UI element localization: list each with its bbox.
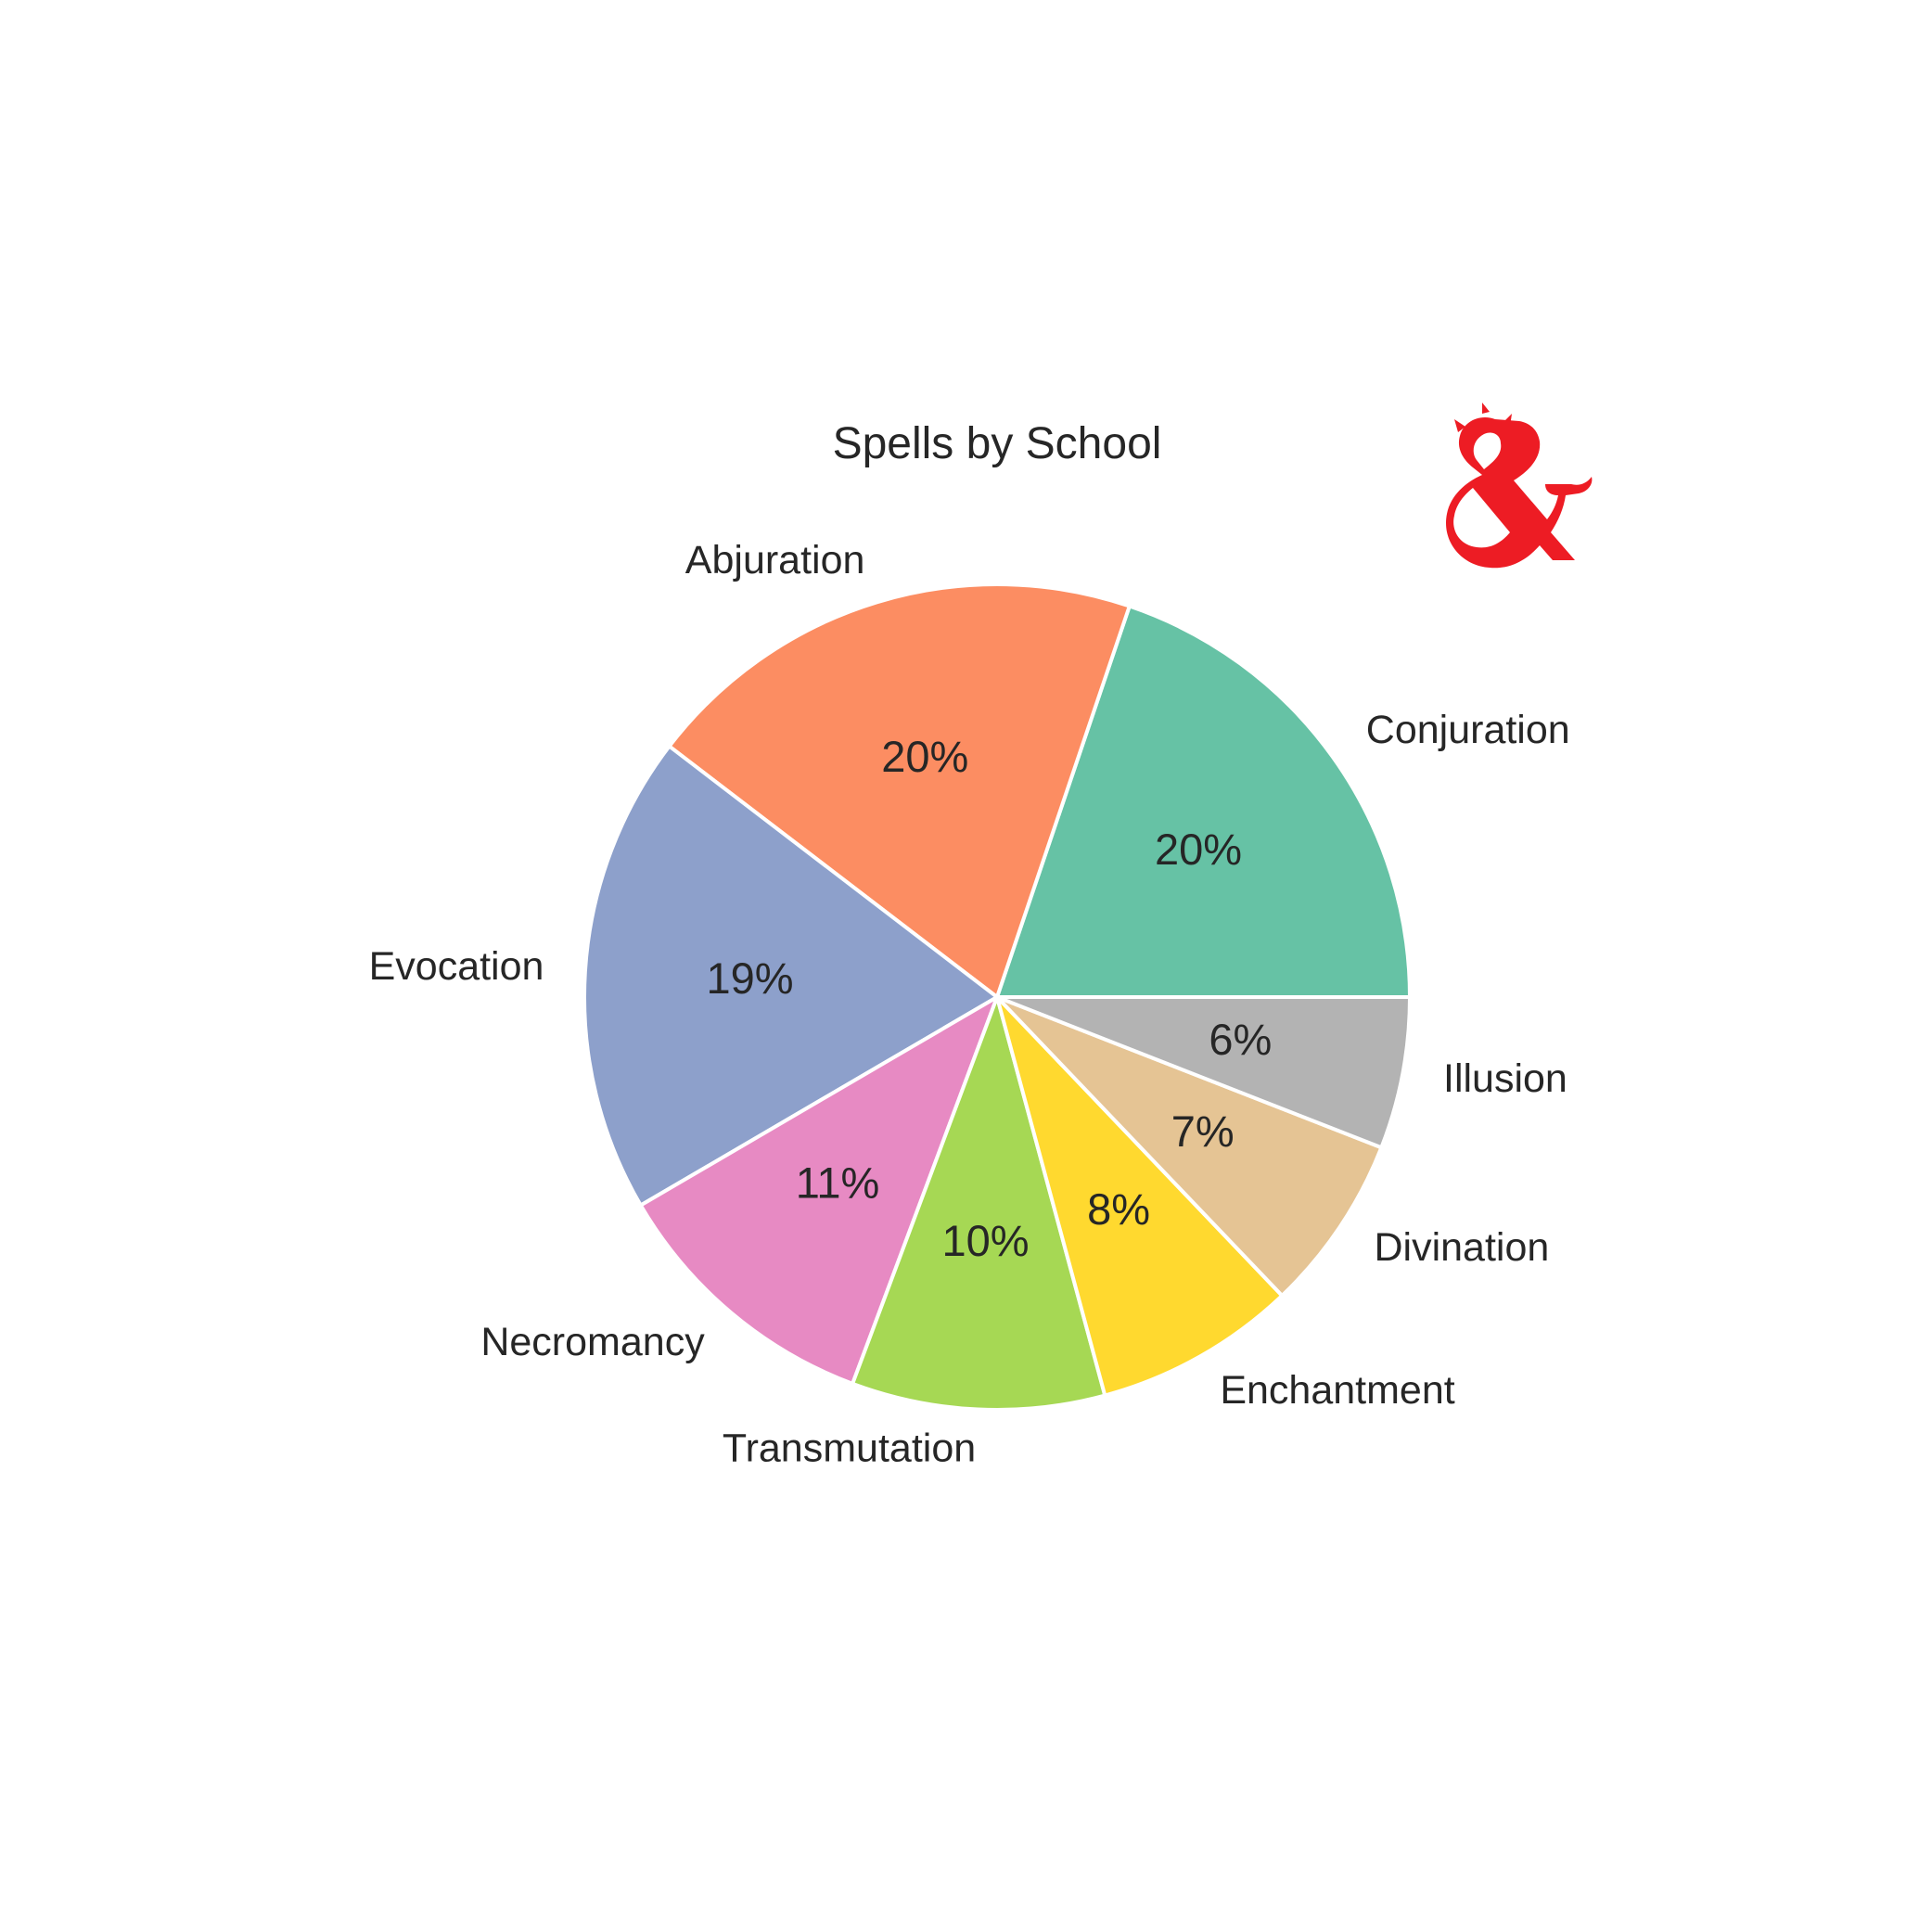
chart-title: Spells by School — [833, 419, 1162, 468]
slice-label-evocation: Evocation — [369, 944, 544, 989]
slice-label-enchantment: Enchantment — [1220, 1368, 1454, 1413]
slice-label-illusion: Illusion — [1443, 1056, 1567, 1101]
pct-label-divination: 7% — [1171, 1107, 1235, 1156]
pct-label-illusion: 6% — [1209, 1015, 1272, 1064]
pct-label-conjuration: 20% — [1155, 825, 1242, 874]
pct-label-abjuration: 20% — [881, 732, 968, 781]
pct-label-enchantment: 8% — [1087, 1184, 1150, 1234]
slice-label-conjuration: Conjuration — [1366, 708, 1570, 752]
slice-label-divination: Divination — [1374, 1225, 1549, 1270]
slice-label-necromancy: Necromancy — [480, 1320, 705, 1364]
pct-label-necromancy: 11% — [796, 1158, 880, 1208]
pct-label-transmutation: 10% — [942, 1216, 1030, 1265]
dnd-ampersand-dragon-icon — [1446, 403, 1592, 568]
pct-label-evocation: 19% — [706, 953, 793, 1003]
slice-label-transmutation: Transmutation — [723, 1426, 976, 1470]
slice-label-abjuration: Abjuration — [685, 538, 865, 582]
